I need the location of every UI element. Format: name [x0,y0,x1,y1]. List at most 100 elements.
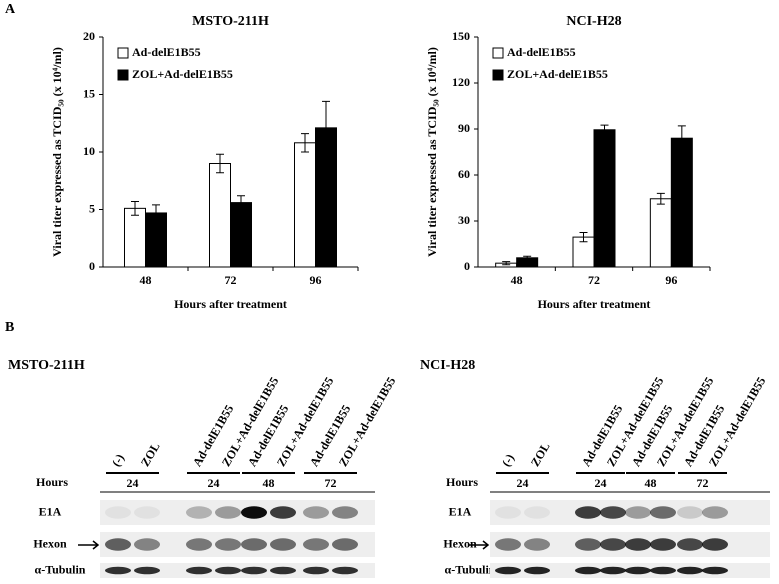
error-bar [237,195,245,210]
blot-band [524,506,550,519]
blot-band [270,538,296,551]
blot-title: MSTO-211H [8,358,85,373]
hours-value: 72 [697,476,709,490]
hours-value: 48 [645,476,657,490]
blot-band [303,566,329,575]
hours-value: 24 [595,476,607,490]
blot-band [677,566,703,575]
lane-label: ZOL [528,440,553,469]
panel-label: B [5,320,14,335]
row-label: Hexon [443,536,477,550]
y-tick-label: 60 [458,167,470,181]
blot-band [332,506,358,519]
blot-band [134,566,160,575]
chart-title: MSTO-211H [192,14,269,29]
x-tick-label: 96 [310,273,322,287]
legend-swatch [117,47,129,59]
legend-label: ZOL+Ad-delE1B55 [132,67,233,81]
hours-value: 24 [127,476,139,490]
y-tick-label: 90 [458,121,470,135]
hours-value: 24 [517,476,529,490]
panel-label: A [5,2,16,17]
blot-band [303,538,329,551]
blot-strip [490,500,770,525]
y-tick-label: 30 [458,213,470,227]
row-label: Hexon [33,536,67,550]
y-tick-label: 0 [464,259,470,273]
legend-swatch [492,47,504,59]
blot-band [241,566,267,575]
blot-band [186,566,212,575]
blot-band [215,506,241,519]
y-tick-label: 150 [452,29,470,43]
blot-band [625,506,651,519]
y-tick-label: 120 [452,75,470,89]
blot-band [650,506,676,519]
blot-band [600,506,626,519]
blot-band [575,538,601,551]
blot-band [186,506,212,519]
row-label: α-Tubulin [445,562,496,576]
x-tick-label: 96 [665,273,677,287]
x-tick-label: 72 [588,273,600,287]
blot-band [134,538,160,551]
error-bar [677,125,686,151]
blot-band [495,538,521,551]
error-bar [656,192,665,205]
blot-band [186,538,212,551]
legend-label: Ad-delE1B55 [507,45,576,59]
row-label: E1A [449,504,472,518]
y-axis-label: Viral titer expressed as TCID₅₀ (x 10⁴/m… [50,47,64,257]
y-tick-label: 15 [83,86,95,100]
error-bar [579,232,588,243]
blot-band [650,538,676,551]
legend-swatch [117,69,129,81]
hours-value: 24 [208,476,220,490]
error-bar [523,255,532,260]
lane-label: (-) [499,451,517,468]
bar [230,202,252,268]
blot-band [677,506,703,519]
error-bar [152,204,160,222]
bar [124,207,146,268]
x-axis-label: Hours after treatment [174,297,287,311]
blot-band [241,506,267,519]
blot-band [524,538,550,551]
blot-band [105,538,131,551]
blot-band [702,538,728,551]
legend-swatch [492,69,504,81]
error-bar [322,100,330,155]
hexon-arrow [468,540,490,550]
lane-label: ZOL [138,440,163,469]
hours-value: 48 [263,476,275,490]
blot-band [270,506,296,519]
blot-band [702,506,728,519]
blot-band [600,566,626,575]
blot-band [105,506,131,519]
error-bar [301,133,309,153]
blot-band [625,566,651,575]
blot-band [303,506,329,519]
row-label: α-Tubulin [35,562,86,576]
error-bar [502,261,511,266]
blot-band [332,538,358,551]
blot-band [702,566,728,575]
blot-band [650,566,676,575]
lane-label: (-) [109,451,127,468]
bar [593,129,616,268]
y-tick-label: 0 [89,259,95,273]
blot-band [575,566,601,575]
blot-band [332,566,358,575]
hexon-arrow [78,540,100,550]
hours-label: Hours [36,475,68,489]
error-bar [216,153,224,174]
bar [670,137,693,268]
blot-band [625,538,651,551]
y-tick-label: 20 [83,29,95,43]
blot-band [215,566,241,575]
bar [294,142,316,268]
blot-band [600,538,626,551]
x-tick-label: 48 [511,273,523,287]
error-bar [600,124,609,135]
chart-title: NCI-H28 [566,14,621,29]
